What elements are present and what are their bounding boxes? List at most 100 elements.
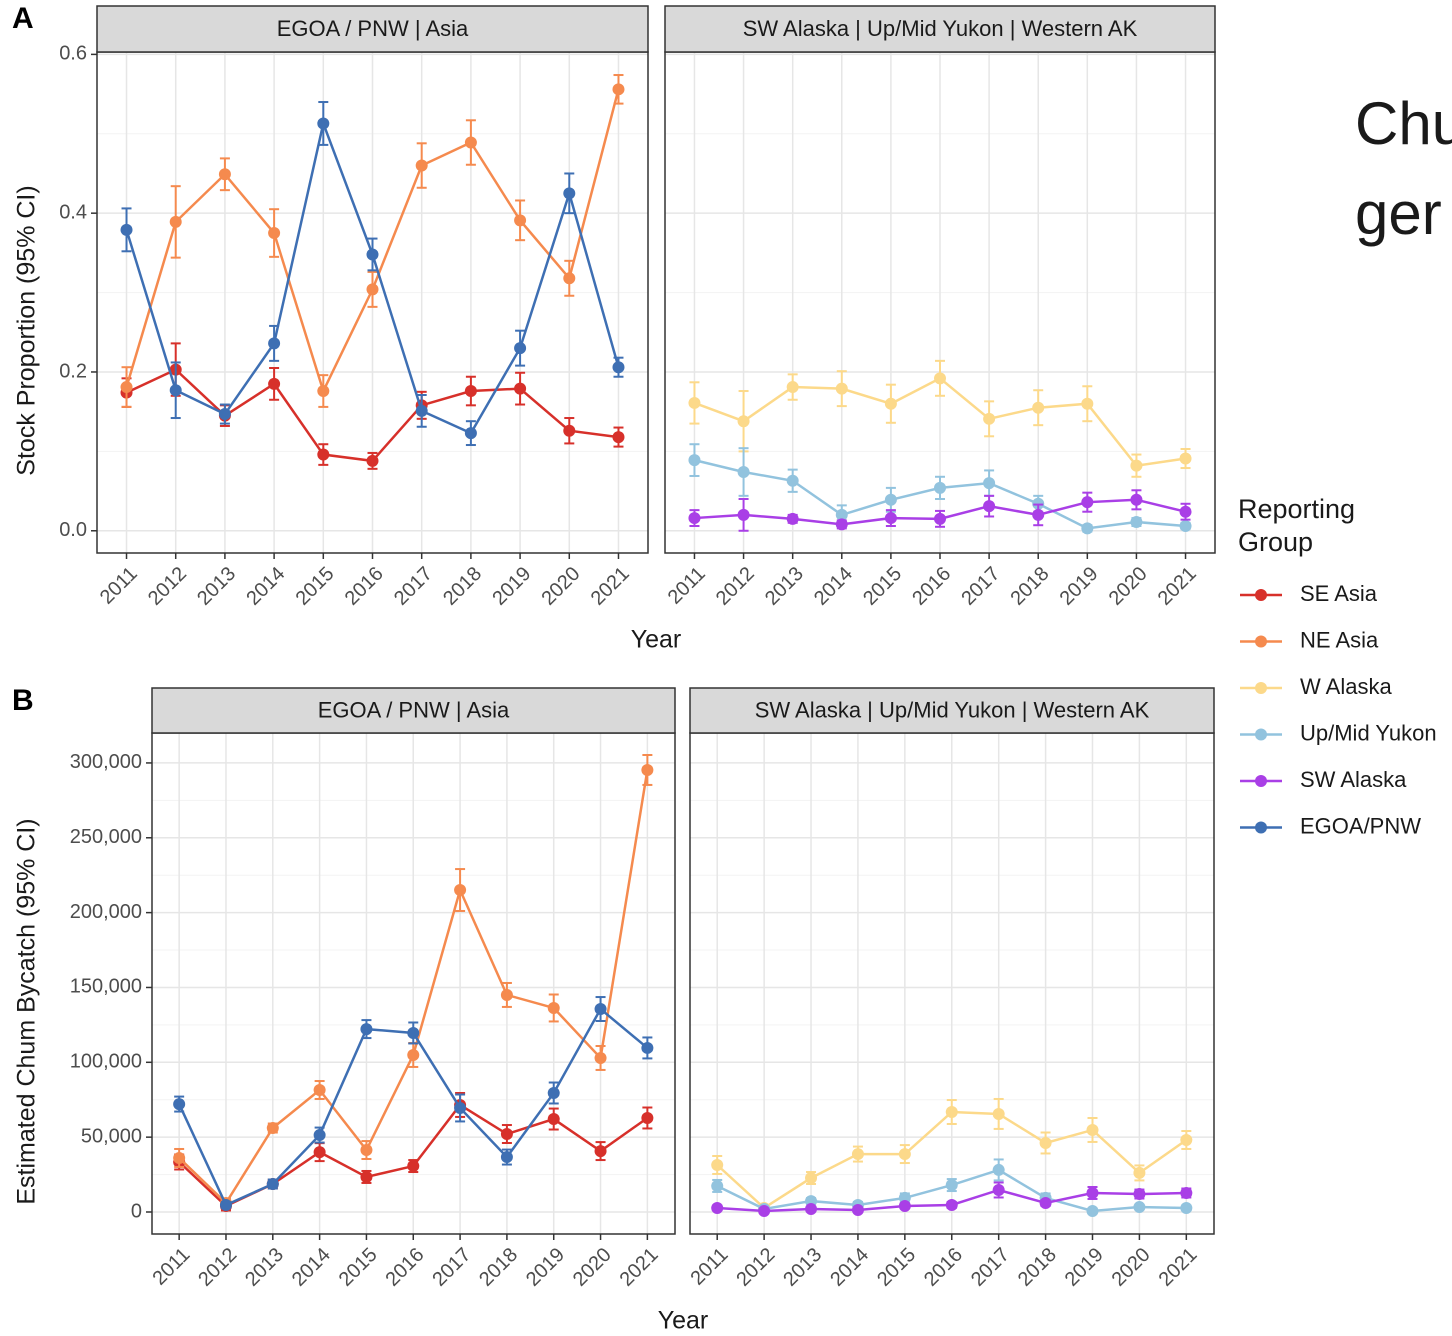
point [1086,1204,1099,1217]
point [563,424,576,437]
point [786,381,799,394]
x-tick-label: 2011 [664,563,710,609]
point [1039,1197,1052,1210]
legend-dot [1255,775,1267,787]
strip [151,687,676,734]
point [1180,1201,1193,1214]
x-tick-label: 2019 [522,1244,569,1291]
x-tick-label: 2017 [390,563,437,610]
cropped-heading: Chu [1355,90,1452,157]
x-tick-label: 2021 [616,1244,663,1291]
point [313,1129,326,1142]
point [500,1151,513,1164]
point [612,361,625,374]
point [1133,1188,1146,1201]
y-tick-label: 0.2 [59,360,87,382]
legend-label: W Alaska [1300,674,1392,699]
point [934,372,946,385]
point [1133,1166,1146,1179]
strip [664,5,1216,53]
point [317,385,330,398]
point [945,1106,958,1119]
x-tick-label: 2013 [193,563,240,610]
x-tick-label: 2014 [826,1244,873,1291]
point [737,415,750,428]
point [366,454,379,467]
legend-dot [1255,821,1267,834]
x-tick-label: 2014 [242,563,289,610]
legend-dot [1255,635,1267,648]
y-tick-label: 0.6 [59,43,87,65]
strip-title: SW Alaska | Up/Mid Yukon | Western AK [755,697,1150,722]
point [1081,522,1094,535]
x-tick-label: 2019 [1056,563,1103,610]
point [547,1086,560,1099]
x-tick-label: 2011 [96,563,142,609]
point [983,477,996,490]
point [1179,505,1192,518]
x-tick-label: 2018 [1006,563,1053,610]
x-tick-label: 2017 [957,563,1004,610]
point [594,1051,607,1064]
point [641,1041,654,1054]
point [1086,1186,1099,1199]
point [851,1148,864,1161]
point [120,381,133,394]
point [934,512,946,525]
x-tick-label: 2013 [779,1244,826,1291]
x-tick-label: 2015 [873,1244,920,1291]
point [1032,508,1045,521]
point [898,1200,911,1213]
point [268,337,281,350]
x-tick-label: 2011 [148,1244,194,1290]
legend-title: Reporting Group [1238,494,1356,557]
point [266,1122,279,1135]
point [120,223,133,236]
point [415,159,428,172]
x-tick-label: 2018 [475,1244,522,1291]
x-tick-label: 2019 [1061,1244,1108,1291]
point [805,1172,818,1185]
point [366,248,379,261]
point [1081,496,1094,509]
x-tick-label: 2017 [967,1244,1014,1291]
point [317,448,330,461]
point [514,382,527,395]
point [945,1179,958,1192]
point [173,1098,186,1111]
point [169,384,182,397]
y-tick-label: 0 [131,1200,142,1222]
point [641,763,654,776]
x-tick-label: 2011 [687,1244,733,1290]
point [898,1148,911,1161]
point [758,1204,771,1217]
x-tick-label: 2021 [1155,1244,1202,1291]
strip [689,687,1215,734]
panel-label: B [12,684,34,717]
x-tick-label: 2020 [1108,1244,1155,1291]
point [547,1113,560,1126]
point [711,1158,724,1171]
y-tick-label: 300,000 [70,751,142,773]
point [983,500,996,513]
point [1086,1123,1099,1136]
x-tick-label: 2016 [341,563,388,610]
point [786,512,799,525]
legend-dot [1255,682,1267,694]
y-axis-title: Estimated Chum Bycatch (95% CI) [13,818,41,1204]
x-tick-label: 2012 [732,1244,779,1291]
x-tick-label: 2015 [292,563,339,610]
point [514,214,527,227]
point [360,1023,373,1036]
point [786,474,799,487]
point [851,1204,864,1217]
y-tick-label: 200,000 [70,901,142,923]
x-tick-label: 2020 [1105,563,1152,610]
point [547,1001,560,1014]
point [1133,1201,1146,1214]
x-tick-label: 2016 [382,1244,429,1291]
x-tick-label: 2016 [920,1244,967,1291]
x-tick-label: 2012 [144,563,191,610]
point [464,385,477,398]
point [360,1144,373,1157]
